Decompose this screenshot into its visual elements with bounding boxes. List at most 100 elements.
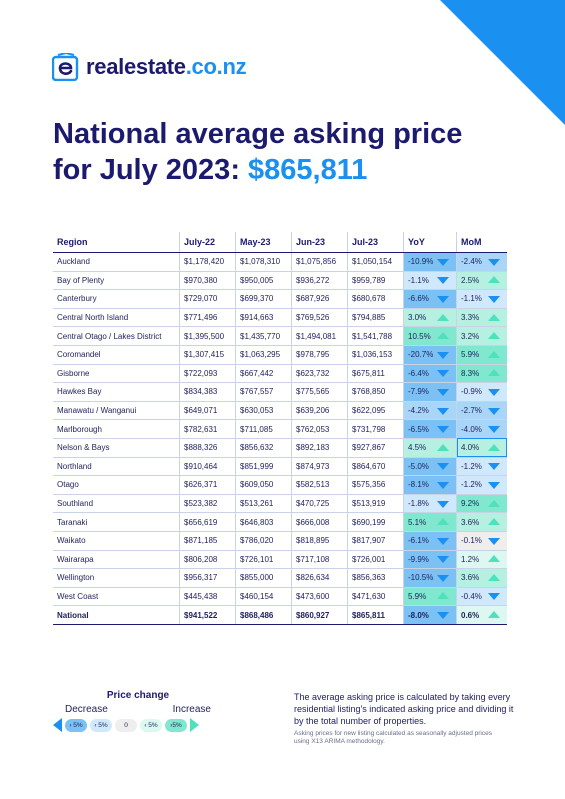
up-arrow-icon bbox=[437, 313, 449, 321]
price-cell: $1,435,770 bbox=[235, 326, 292, 346]
region-cell: Wellington bbox=[53, 568, 180, 588]
price-cell: $717,108 bbox=[291, 550, 348, 570]
change-value: 3.2% bbox=[461, 331, 480, 341]
yoy-cell: -6.6% bbox=[403, 289, 457, 309]
price-cell: $806,208 bbox=[179, 550, 236, 570]
change-value: -6.5% bbox=[408, 424, 429, 434]
header-may23: May-23 bbox=[235, 232, 292, 253]
mom-cell: 9.2% bbox=[456, 494, 507, 514]
mom-cell: -1.2% bbox=[456, 457, 507, 477]
mom-cell: 5.9% bbox=[456, 345, 507, 365]
price-cell: $513,261 bbox=[235, 494, 292, 514]
down-arrow-icon bbox=[488, 537, 500, 545]
table-row: Auckland $1,178,420 $1,078,310 $1,075,856 $1… bbox=[53, 252, 507, 272]
price-cell: $726,101 bbox=[235, 550, 292, 570]
price-cell: $771,496 bbox=[179, 308, 236, 328]
up-arrow-icon bbox=[437, 518, 449, 526]
yoy-cell: 4.5% bbox=[403, 438, 457, 458]
change-value: -6.1% bbox=[408, 536, 429, 546]
price-cell: $936,272 bbox=[291, 271, 348, 291]
price-cell: $782,631 bbox=[179, 419, 236, 439]
region-cell: Marlborough bbox=[53, 419, 180, 439]
table-row: Manawatu / Wanganui $649,071 $630,053 $639,… bbox=[53, 401, 507, 421]
yoy-cell: -1.1% bbox=[403, 271, 457, 291]
down-arrow-icon bbox=[437, 612, 449, 620]
price-cell: $855,000 bbox=[235, 568, 292, 588]
down-arrow-icon bbox=[437, 351, 449, 359]
price-cell: $523,382 bbox=[179, 494, 236, 514]
yoy-cell: -20.7% bbox=[403, 345, 457, 365]
region-cell: West Coast bbox=[53, 587, 180, 607]
price-cell: $639,206 bbox=[291, 401, 348, 421]
legend-chip-zero: 0 bbox=[115, 718, 137, 732]
page-title: National average asking price for July 2… bbox=[53, 116, 513, 188]
methodology-note: The average asking price is calculated b… bbox=[294, 692, 514, 726]
price-cell: $666,008 bbox=[291, 512, 348, 532]
price-cell: $888,326 bbox=[179, 438, 236, 458]
region-cell: Bay of Plenty bbox=[53, 271, 180, 291]
change-value: 4.0% bbox=[461, 443, 480, 453]
mom-cell: -2.7% bbox=[456, 401, 507, 421]
region-cell: Wairarapa bbox=[53, 550, 180, 570]
price-cell: $1,075,856 bbox=[291, 252, 348, 272]
legend-scale: › 5% ‹ 5% 0 ‹ 5% ›5% bbox=[53, 718, 223, 732]
price-cell: $874,973 bbox=[291, 457, 348, 477]
change-value: 5.9% bbox=[408, 591, 427, 601]
region-cell: Southland bbox=[53, 494, 180, 514]
up-arrow-icon bbox=[488, 276, 500, 284]
price-cell: $864,670 bbox=[347, 457, 404, 477]
price-cell: $471,630 bbox=[347, 587, 404, 607]
up-arrow-icon bbox=[488, 573, 500, 581]
mom-cell: -0.4% bbox=[456, 587, 507, 607]
down-arrow-icon bbox=[437, 370, 449, 378]
table-row: Wairarapa $806,208 $726,101 $717,108 $726,00… bbox=[53, 550, 507, 570]
down-arrow-icon bbox=[437, 537, 449, 545]
region-cell: Central North Island bbox=[53, 308, 180, 328]
up-arrow-icon bbox=[437, 332, 449, 340]
legend-chip-big-increase: ›5% bbox=[165, 718, 187, 732]
price-cell: $865,811 bbox=[347, 605, 404, 625]
table-row: Northland $910,464 $851,999 $874,973 $864,67… bbox=[53, 457, 507, 477]
change-value: -1.1% bbox=[461, 294, 482, 304]
price-change-legend: Price change Decrease Increase › 5% ‹ 5%… bbox=[53, 690, 223, 732]
yoy-cell: -6.5% bbox=[403, 419, 457, 439]
price-cell: $868,486 bbox=[235, 605, 292, 625]
down-arrow-icon bbox=[488, 481, 500, 489]
price-cell: $1,050,154 bbox=[347, 252, 404, 272]
change-value: -1.8% bbox=[408, 499, 429, 509]
price-cell: $460,154 bbox=[235, 587, 292, 607]
mom-cell: -4.0% bbox=[456, 419, 507, 439]
increase-arrow-icon bbox=[190, 718, 199, 732]
mom-cell: -0.9% bbox=[456, 382, 507, 402]
legend-chip-small-decrease: ‹ 5% bbox=[90, 718, 112, 732]
price-cell: $1,078,310 bbox=[235, 252, 292, 272]
change-value: -4.2% bbox=[408, 406, 429, 416]
change-value: 3.0% bbox=[408, 313, 427, 323]
price-cell: $950,005 bbox=[235, 271, 292, 291]
header-jul22: July-22 bbox=[179, 232, 236, 253]
brand-name: realestate.co.nz bbox=[86, 54, 247, 80]
corner-decoration bbox=[440, 0, 565, 125]
up-arrow-icon bbox=[488, 313, 500, 321]
down-arrow-icon bbox=[488, 593, 500, 601]
up-arrow-icon bbox=[488, 499, 500, 507]
up-arrow-icon bbox=[488, 332, 500, 340]
price-cell: $1,395,500 bbox=[179, 326, 236, 346]
down-arrow-icon bbox=[488, 463, 500, 471]
region-cell: Hawkes Bay bbox=[53, 382, 180, 402]
change-value: -1.1% bbox=[408, 275, 429, 285]
table-row: Central Otago / Lakes District $1,395,500… bbox=[53, 326, 507, 346]
methodology-footnote: Asking prices for new listing calculated… bbox=[294, 730, 492, 745]
price-cell: $892,183 bbox=[291, 438, 348, 458]
mom-cell: 4.0% bbox=[456, 438, 507, 458]
price-cell: $1,036,153 bbox=[347, 345, 404, 365]
down-arrow-icon bbox=[437, 258, 449, 266]
table-row: Waikato $871,185 $786,020 $818,895 $817,907-… bbox=[53, 531, 507, 551]
brand-logo[interactable]: realestate.co.nz bbox=[52, 53, 247, 81]
region-cell: National bbox=[53, 605, 180, 625]
mom-cell: 0.6% bbox=[456, 605, 507, 625]
price-cell: $513,919 bbox=[347, 494, 404, 514]
price-cell: $851,999 bbox=[235, 457, 292, 477]
price-cell: $817,907 bbox=[347, 531, 404, 551]
price-cell: $726,001 bbox=[347, 550, 404, 570]
